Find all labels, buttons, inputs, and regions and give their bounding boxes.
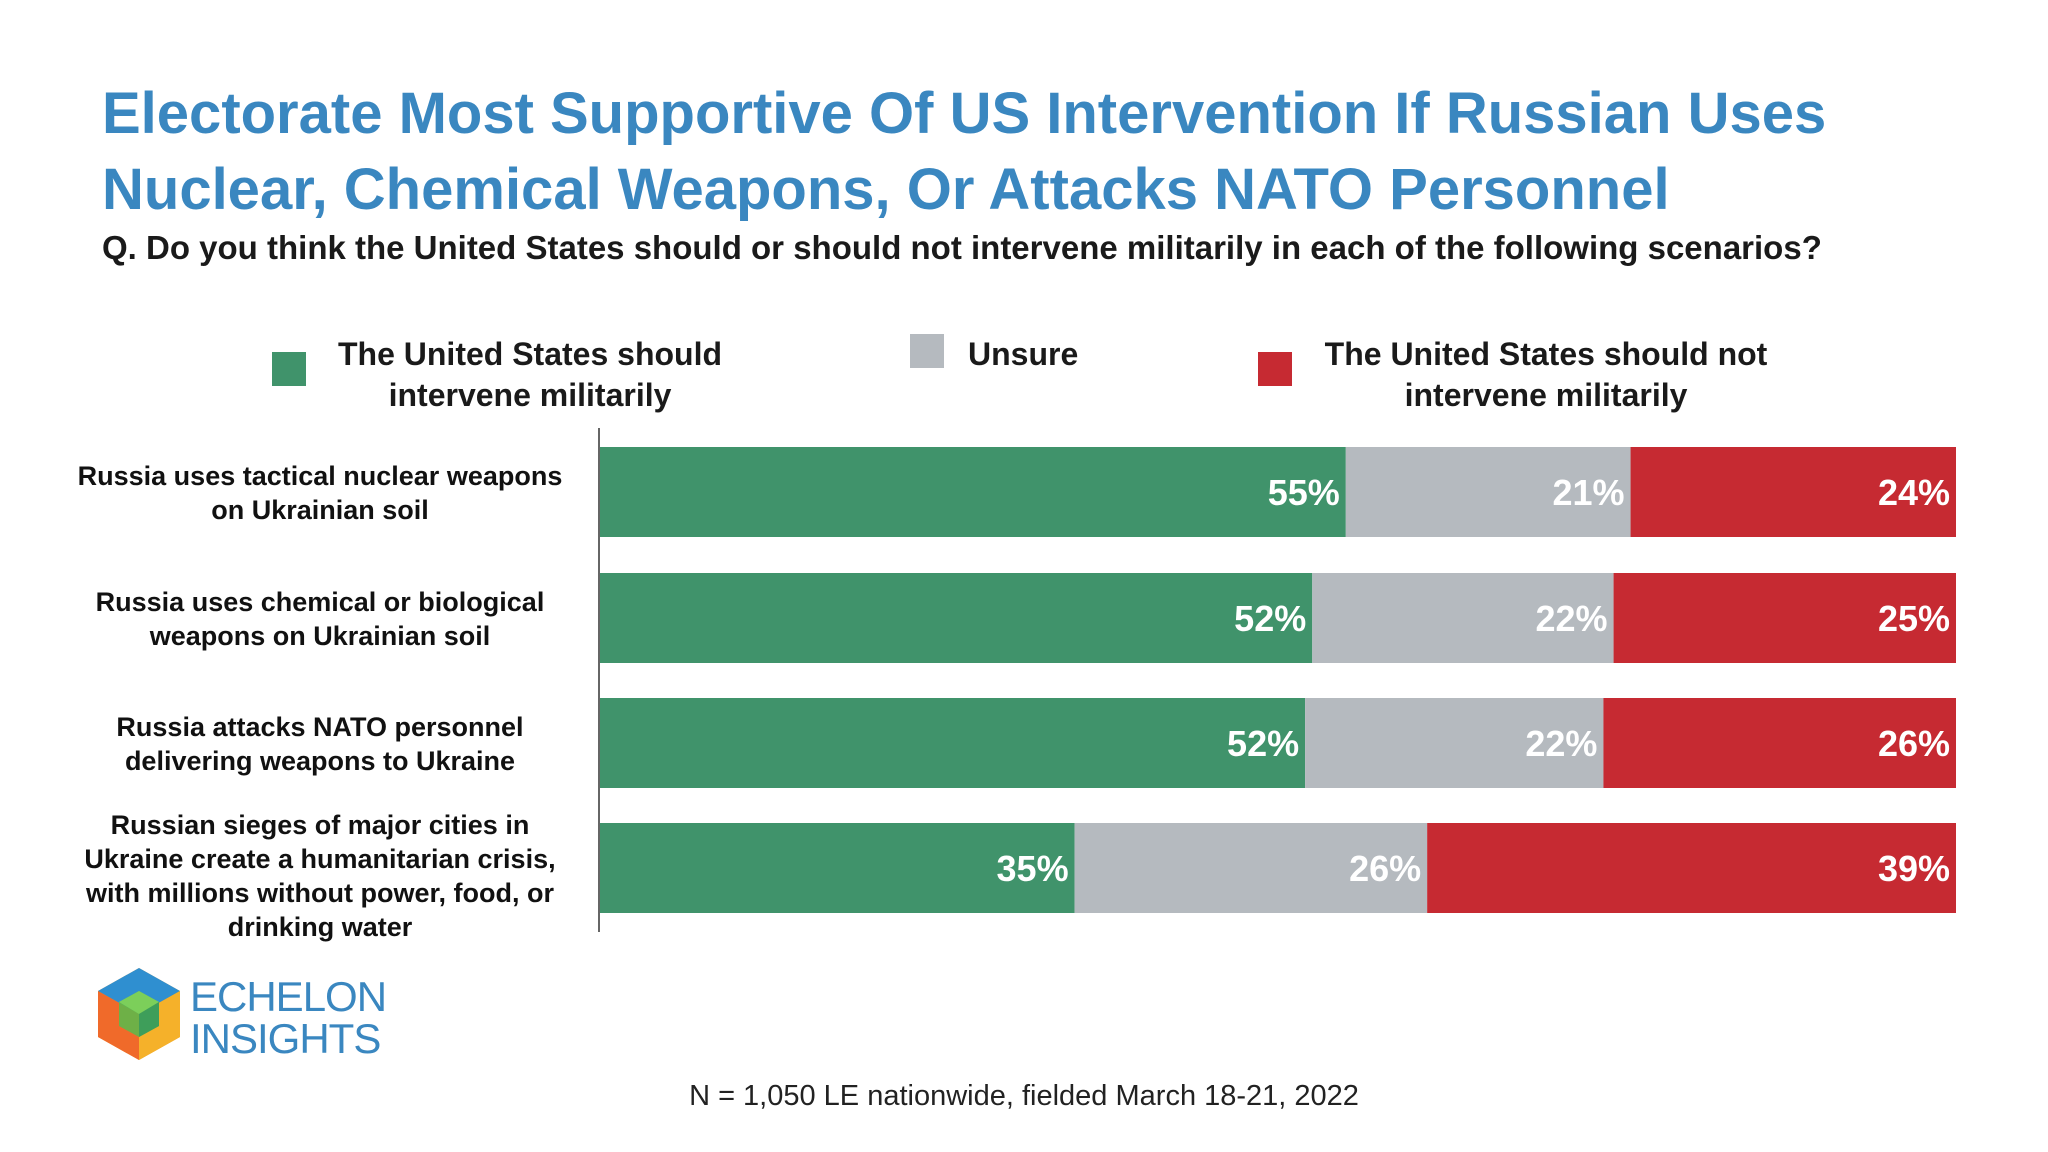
data-label-unsure-row-1: 21% — [1552, 472, 1624, 513]
survey-question: Q. Do you think the United States should… — [102, 229, 1822, 266]
data-label-unsure-row-3: 22% — [1525, 723, 1597, 764]
bar-unsure-row-3 — [1305, 698, 1604, 788]
bar-unsure-row-1 — [1345, 447, 1631, 537]
bar-unsure-row-4 — [1074, 823, 1428, 913]
legend-swatch-not-intervene — [1258, 352, 1292, 386]
bar-intervene-row-1 — [600, 447, 1346, 537]
data-label-not-intervene-row-3: 26% — [1878, 723, 1950, 764]
bar-not-intervene-row-2 — [1613, 573, 1956, 663]
bar-not-intervene-row-3 — [1603, 698, 1956, 788]
echelon-insights-logo-icon — [98, 968, 180, 1060]
data-label-intervene-row-1: 55% — [1268, 472, 1340, 513]
brand-name: ECHELON INSIGHTS — [190, 973, 387, 1062]
row-label-sieges: Russian sieges of major cities in Ukrain… — [84, 810, 556, 942]
chart-title: Electorate Most Supportive Of US Interve… — [102, 81, 1827, 222]
bar-not-intervene-row-1 — [1630, 447, 1956, 537]
y-axis-line — [598, 428, 600, 932]
bar-intervene-row-3 — [600, 698, 1306, 788]
legend-label-not-intervene: The United States should not intervene m… — [1324, 336, 1768, 413]
data-label-intervene-row-2: 52% — [1234, 598, 1306, 639]
data-label-not-intervene-row-2: 25% — [1878, 598, 1950, 639]
footnote: N = 1,050 LE nationwide, fielded March 1… — [689, 1080, 1359, 1112]
data-label-not-intervene-row-4: 39% — [1878, 848, 1950, 889]
legend-item-intervene: The United States should intervene milit… — [272, 334, 740, 416]
row-label-chemical: Russia uses chemical or biological weapo… — [95, 587, 545, 651]
legend-label-intervene: The United States should intervene milit… — [337, 336, 723, 413]
bar-intervene-row-4 — [600, 823, 1075, 913]
data-label-unsure-row-2: 22% — [1536, 598, 1608, 639]
bar-intervene-row-2 — [600, 573, 1313, 663]
legend-item-not-intervene: The United States should not intervene m… — [1258, 334, 1786, 416]
legend-swatch-intervene — [272, 352, 306, 386]
legend-item-unsure: Unsure — [910, 334, 1078, 375]
data-label-unsure-row-4: 26% — [1349, 848, 1421, 889]
row-label-nuclear: Russia uses tactical nuclear weapons on … — [77, 461, 563, 525]
bar-not-intervene-row-4 — [1427, 823, 1956, 913]
bar-unsure-row-2 — [1312, 573, 1614, 663]
brand-name-line2: INSIGHTS — [190, 1015, 381, 1062]
legend-label-unsure: Unsure — [968, 336, 1079, 372]
data-label-intervene-row-3: 52% — [1227, 723, 1299, 764]
row-label-nato: Russia attacks NATO personnel delivering… — [116, 712, 524, 776]
data-label-not-intervene-row-1: 24% — [1878, 472, 1950, 513]
data-label-intervene-row-4: 35% — [997, 848, 1069, 889]
brand-name-line1: ECHELON — [190, 973, 387, 1020]
legend-swatch-unsure — [910, 334, 944, 368]
